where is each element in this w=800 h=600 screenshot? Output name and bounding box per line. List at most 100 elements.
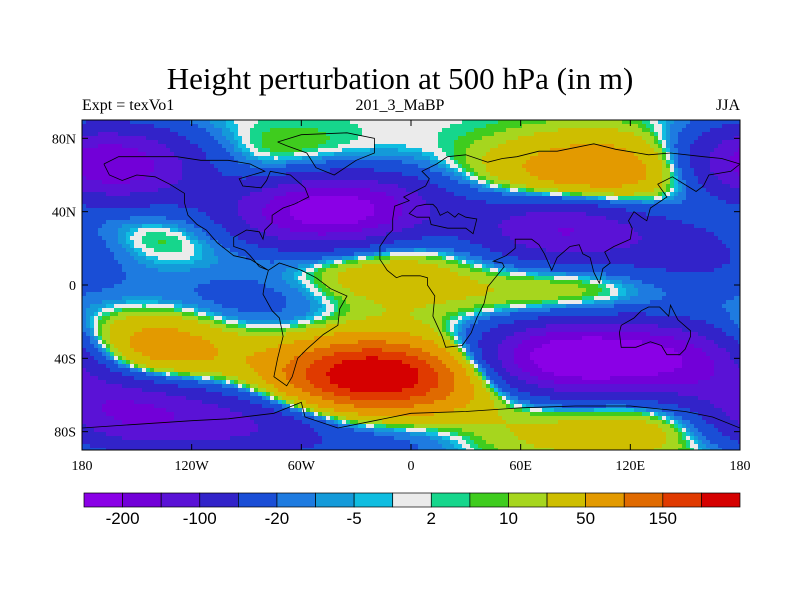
field-cell xyxy=(222,196,227,201)
field-cell xyxy=(506,232,511,237)
field-cell xyxy=(262,120,267,125)
field-cell xyxy=(582,136,587,141)
field-cell xyxy=(450,216,455,221)
field-cell xyxy=(410,188,415,193)
field-cell xyxy=(706,228,711,233)
field-cell xyxy=(94,224,99,229)
field-cell xyxy=(178,236,183,241)
field-cell xyxy=(130,140,135,145)
field-cell xyxy=(138,236,143,241)
field-cell xyxy=(514,192,519,197)
field-cell xyxy=(162,180,167,185)
field-cell xyxy=(418,164,423,169)
field-cell xyxy=(678,128,683,133)
field-cell xyxy=(550,204,555,209)
field-cell xyxy=(370,148,375,153)
field-cell xyxy=(442,160,447,165)
field-cell xyxy=(226,120,231,125)
field-cell xyxy=(578,156,583,161)
field-cell xyxy=(630,172,635,177)
field-cell xyxy=(234,212,239,217)
field-cell xyxy=(114,148,119,153)
field-cell xyxy=(306,168,311,173)
field-cell xyxy=(118,188,123,193)
field-cell xyxy=(262,208,267,213)
field-cell xyxy=(154,152,159,157)
field-cell xyxy=(286,180,291,185)
field-cell xyxy=(470,156,475,161)
field-cell xyxy=(350,208,355,213)
field-cell xyxy=(434,168,439,173)
field-cell xyxy=(510,176,515,181)
field-cell xyxy=(418,168,423,173)
field-cell xyxy=(622,144,627,149)
field-cell xyxy=(630,124,635,129)
field-cell xyxy=(722,180,727,185)
field-cell xyxy=(442,228,447,233)
field-cell xyxy=(122,196,127,201)
field-cell xyxy=(718,216,723,221)
field-cell xyxy=(610,208,615,213)
field-cell xyxy=(550,232,555,237)
field-cell xyxy=(474,228,479,233)
field-cell xyxy=(670,200,675,205)
field-cell xyxy=(434,148,439,153)
field-cell xyxy=(670,192,675,197)
field-cell xyxy=(518,216,523,221)
field-cell xyxy=(234,144,239,149)
field-cell xyxy=(470,168,475,173)
field-cell xyxy=(470,224,475,229)
field-cell xyxy=(394,120,399,125)
field-cell xyxy=(602,228,607,233)
field-cell xyxy=(186,172,191,177)
field-cell xyxy=(178,172,183,177)
field-cell xyxy=(314,164,319,169)
field-cell xyxy=(450,136,455,141)
field-cell xyxy=(194,220,199,225)
field-cell xyxy=(182,176,187,181)
field-cell xyxy=(190,236,195,241)
field-cell xyxy=(330,184,335,189)
field-cell xyxy=(190,160,195,165)
field-cell xyxy=(674,224,679,229)
field-cell xyxy=(226,196,231,201)
field-cell xyxy=(366,236,371,241)
field-cell xyxy=(354,216,359,221)
field-cell xyxy=(338,224,343,229)
field-cell xyxy=(718,168,723,173)
field-cell xyxy=(178,204,183,209)
field-cell xyxy=(158,224,163,229)
field-cell xyxy=(170,120,175,125)
field-cell xyxy=(578,132,583,137)
field-cell xyxy=(562,216,567,221)
field-cell xyxy=(338,188,343,193)
field-cell xyxy=(222,200,227,205)
field-cell xyxy=(590,224,595,229)
field-cell xyxy=(278,176,283,181)
field-cell xyxy=(118,240,123,245)
field-cell xyxy=(482,144,487,149)
field-cell xyxy=(366,208,371,213)
field-cell xyxy=(734,224,739,229)
field-cell xyxy=(274,188,279,193)
field-cell xyxy=(662,204,667,209)
field-cell xyxy=(586,120,591,125)
field-cell xyxy=(246,188,251,193)
field-cell xyxy=(298,192,303,197)
field-cell xyxy=(130,216,135,221)
field-cell xyxy=(94,184,99,189)
field-cell xyxy=(398,188,403,193)
field-cell xyxy=(422,192,427,197)
field-cell xyxy=(646,196,651,201)
field-cell xyxy=(674,152,679,157)
field-cell xyxy=(402,140,407,145)
field-cell xyxy=(174,240,179,245)
field-cell xyxy=(466,232,471,237)
field-cell xyxy=(490,196,495,201)
field-cell xyxy=(366,172,371,177)
field-cell xyxy=(482,172,487,177)
field-cell xyxy=(402,232,407,237)
field-cell xyxy=(618,184,623,189)
field-cell xyxy=(198,240,203,245)
field-cell xyxy=(682,172,687,177)
